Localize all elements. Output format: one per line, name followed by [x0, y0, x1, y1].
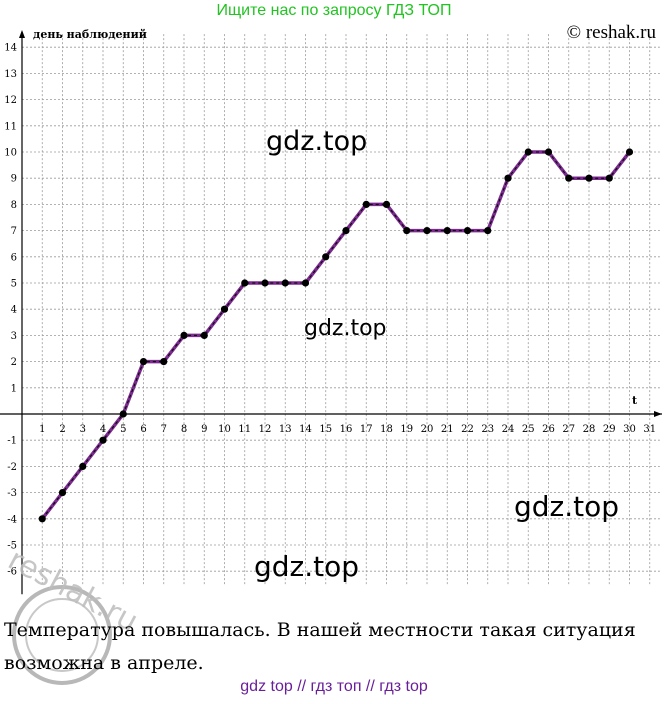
y-axis-label: день наблюдений [33, 28, 147, 41]
y-tick-label: -4 [7, 514, 17, 525]
data-point [160, 358, 168, 366]
data-point [504, 174, 512, 182]
y-tick-label: 11 [4, 121, 17, 132]
answer-text: Температура повышалась. В нашей местност… [4, 619, 636, 674]
y-tick-label: 1 [11, 383, 17, 394]
data-point [301, 279, 310, 287]
x-tick-label: 1 [39, 424, 45, 435]
x-tick-label: 9 [201, 424, 207, 435]
footer-links: gdz top // гдз топ // гдз top [240, 678, 428, 695]
x-axis-arrow [654, 411, 662, 417]
y-tick-label: 9 [11, 174, 17, 185]
data-point [382, 200, 391, 208]
y-tick-label: 14 [4, 43, 17, 54]
data-point [544, 148, 553, 156]
y-tick-label: -2 [7, 462, 17, 473]
watermark-text: gdz.top [304, 316, 387, 341]
x-tick-label: 30 [623, 424, 636, 435]
data-point [38, 515, 46, 523]
x-tick-label: 11 [238, 424, 251, 435]
x-tick-label: 18 [380, 424, 393, 435]
x-tick-label: 15 [319, 424, 332, 435]
data-point [281, 279, 289, 287]
y-tick-label: 6 [11, 252, 17, 263]
data-point [463, 227, 472, 235]
watermark-text: gdz.top [266, 126, 368, 157]
watermark-text: gdz.top [254, 550, 360, 583]
x-tick-label: 27 [562, 424, 575, 435]
x-tick-label: 10 [218, 424, 231, 435]
x-tick-label: 19 [400, 424, 413, 435]
chart-axes [0, 30, 662, 595]
site-credit: © reshak.ru [566, 22, 656, 43]
x-tick-label: 13 [279, 424, 292, 435]
data-point [119, 410, 127, 418]
data-point [322, 253, 330, 261]
data-point [565, 174, 573, 182]
x-tick-label: 2 [59, 424, 65, 435]
x-tick-label: 24 [502, 424, 515, 435]
chart-series [38, 148, 634, 523]
y-tick-label: 4 [11, 305, 17, 316]
x-tick-label: 28 [583, 424, 596, 435]
top-banner: Ищите нас по запросу ГДЗ ТОП [216, 2, 452, 19]
data-point [443, 227, 451, 235]
data-point [241, 279, 249, 287]
chart-tick-labels: 1 2 3 4 5 6 7 8 9 10 11 12 13 14 15 16 17 18 19 20 21 22 23 24 2… [4, 43, 656, 578]
data-point [180, 331, 188, 339]
y-tick-label: 12 [4, 95, 17, 106]
y-tick-label: 3 [11, 331, 17, 342]
y-tick-label: -1 [7, 436, 17, 447]
x-tick-label: 12 [259, 424, 272, 435]
data-point [58, 489, 67, 497]
x-tick-label: 20 [421, 424, 434, 435]
x-tick-label: 23 [481, 424, 494, 435]
y-tick-label: -6 [7, 567, 17, 578]
x-tick-label: 8 [181, 424, 187, 435]
data-point [79, 462, 87, 470]
y-tick-label: 2 [11, 357, 17, 368]
x-tick-label: 3 [80, 424, 86, 435]
x-tick-label: 4 [100, 424, 106, 435]
y-axis-arrow [19, 30, 25, 38]
y-tick-label: 8 [11, 200, 17, 211]
x-axis-label: t [632, 394, 638, 407]
watermark-text: gdz.top [514, 490, 620, 523]
temperature-line-chart: 1 2 3 4 5 6 7 8 9 10 11 12 13 14 15 16 17 18 19 20 21 22 23 24 2… [0, 28, 662, 595]
y-tick-label: 7 [11, 226, 17, 237]
x-tick-label: 29 [603, 424, 616, 435]
x-tick-label: 22 [461, 424, 474, 435]
x-tick-label: 5 [120, 424, 126, 435]
y-tick-label: 5 [11, 279, 17, 290]
data-point [605, 174, 613, 182]
y-tick-label: -3 [7, 488, 17, 499]
x-tick-label: 26 [542, 424, 555, 435]
y-tick-label: 10 [4, 148, 17, 159]
data-point [342, 227, 350, 235]
x-tick-label: 21 [441, 424, 454, 435]
data-point [585, 174, 593, 182]
data-point [625, 148, 634, 156]
data-point [423, 227, 431, 235]
x-tick-label: 17 [360, 424, 373, 435]
y-tick-label: -5 [7, 541, 17, 552]
data-point [220, 305, 229, 313]
x-tick-label: 16 [340, 424, 353, 435]
x-tick-label: 31 [643, 424, 656, 435]
data-point [261, 279, 269, 287]
x-tick-label: 14 [299, 424, 312, 435]
data-point [139, 358, 148, 366]
x-tick-label: 25 [522, 424, 535, 435]
data-point [99, 436, 107, 444]
data-point [362, 200, 370, 208]
x-tick-label: 6 [140, 424, 146, 435]
x-tick-label: 7 [161, 424, 167, 435]
data-point [524, 148, 532, 156]
data-point [403, 227, 411, 235]
data-point [484, 227, 492, 235]
data-point [200, 331, 208, 339]
y-tick-label: 13 [4, 69, 17, 80]
